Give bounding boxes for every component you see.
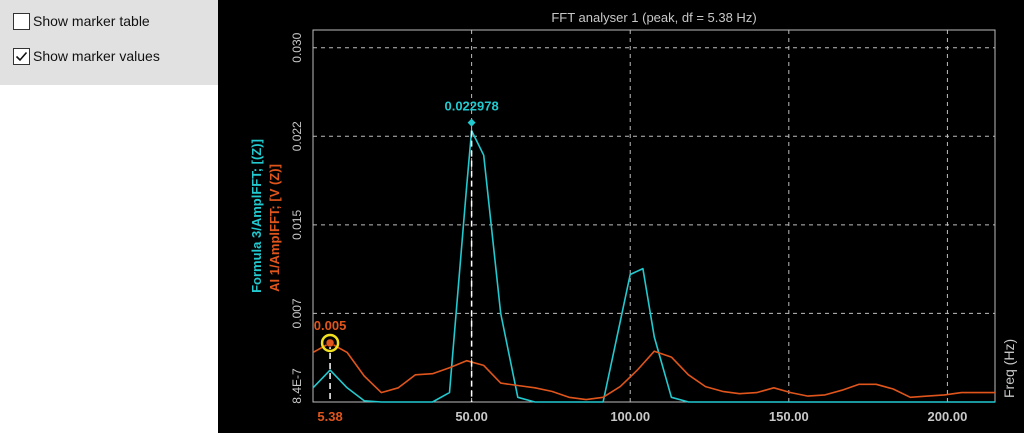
x-tick-label: 5.38 [317,409,342,424]
marker-value-label: 0.005 [314,318,347,333]
y-axis-label-secondary: AI 1/AmplFFT; [V (Z)] [267,164,282,292]
x-tick-label: 150.00 [769,409,809,424]
marker-highlight-ring[interactable] [320,333,340,353]
y-tick-label: 0.015 [290,210,304,240]
chart-background [218,0,1024,433]
marker-diamond[interactable] [467,118,476,127]
marker-point[interactable] [325,338,335,348]
tick-label-layer: 5.38 50.00 100.00 150.00 200.00 8.4E-7 0.007 0.… [290,32,967,424]
series-layer [312,129,995,403]
show-marker-values-option[interactable]: Show marker values [13,46,160,66]
series-line-primary [312,129,995,403]
show-marker-values-checkbox[interactable] [13,47,30,65]
y-tick-label: 0.007 [290,298,304,328]
y-tick-label: 8.4E-7 [290,368,304,404]
marker-layer[interactable]: 0.022978 0.005 [314,99,499,402]
y-axis-label-primary: Formula 3/AmplFFT; [(Z)] [249,139,264,293]
marker-options-panel: Show marker table Show marker values [0,0,218,85]
plot-frame [312,29,996,403]
x-tick-label: 200.00 [928,409,968,424]
x-tick-label: 50.00 [455,409,488,424]
y-tick-label: 0.022 [290,121,304,151]
show-marker-table-checkbox[interactable] [13,12,30,30]
y-tick-label: 0.030 [290,32,304,62]
fft-chart-panel[interactable]: 0.022978 0.005 5.38 50.00 100.00 150.00 200.0… [218,0,1024,433]
left-panel: Show marker table Show marker values [0,0,218,433]
show-marker-table-label: Show marker table [33,13,150,29]
x-axis-label: Freq (Hz) [1001,339,1017,398]
show-marker-values-label: Show marker values [33,48,160,64]
x-tick-label: 100.00 [610,409,650,424]
chart-title: FFT analyser 1 (peak, df = 5.38 Hz) [551,10,756,25]
marker-value-label: 0.022978 [444,99,498,114]
show-marker-table-option[interactable]: Show marker table [13,11,150,31]
series-line-secondary [312,342,995,401]
fft-chart[interactable]: 0.022978 0.005 5.38 50.00 100.00 150.00 200.0… [218,0,1024,433]
